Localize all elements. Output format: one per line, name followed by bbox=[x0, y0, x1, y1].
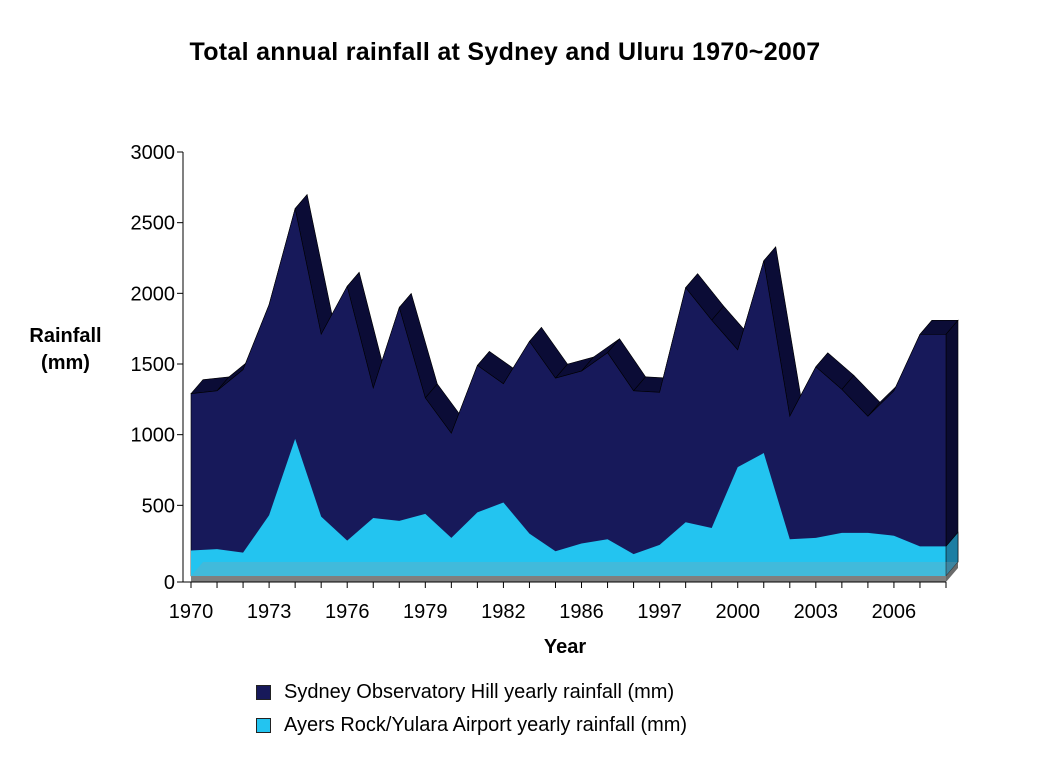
y-tick-label: 1500 bbox=[131, 354, 176, 376]
chart-title: Total annual rainfall at Sydney and Ulur… bbox=[189, 38, 821, 66]
legend: Sydney Observatory Hill yearly rainfall … bbox=[256, 676, 687, 742]
y-tick-label: 0 bbox=[164, 572, 175, 594]
x-tick-label: 1976 bbox=[325, 601, 370, 623]
y-tick-label: 2000 bbox=[131, 283, 176, 305]
x-axis-title: Year bbox=[543, 636, 587, 658]
chart-floor-side bbox=[946, 562, 958, 582]
legend-item-sydney: Sydney Observatory Hill yearly rainfall … bbox=[256, 676, 687, 709]
legend-swatch-uluru bbox=[256, 718, 271, 733]
x-tick-label: 1973 bbox=[247, 601, 292, 623]
y-axis-title-line-1: Rainfall bbox=[29, 325, 102, 347]
legend-label-uluru: Ayers Rock/Yulara Airport yearly rainfal… bbox=[284, 714, 688, 736]
x-tick-label: 2003 bbox=[794, 601, 839, 623]
chart-floor-top bbox=[191, 562, 958, 576]
legend-label-sydney: Sydney Observatory Hill yearly rainfall … bbox=[284, 681, 675, 703]
x-tick-label: 1986 bbox=[559, 601, 604, 623]
x-tick-label: 2000 bbox=[715, 601, 760, 623]
y-tick-label: 500 bbox=[142, 495, 175, 517]
y-tick-label: 1000 bbox=[131, 425, 176, 447]
legend-swatch-sydney bbox=[256, 685, 271, 700]
uluru-area bbox=[191, 438, 946, 576]
x-tick-label: 2006 bbox=[872, 601, 917, 623]
chart-floor bbox=[191, 576, 946, 582]
y-axis-title-line-2: (mm) bbox=[41, 352, 90, 374]
y-axis-title: Rainfall (mm) bbox=[18, 323, 113, 377]
x-tick-label: 1979 bbox=[403, 601, 448, 623]
x-tick-label: 1997 bbox=[637, 601, 682, 623]
y-tick-label: 2500 bbox=[131, 213, 176, 235]
x-tick-label: 1982 bbox=[481, 601, 526, 623]
y-tick-label: 3000 bbox=[131, 142, 176, 164]
x-tick-label: 1970 bbox=[169, 601, 214, 623]
legend-item-uluru: Ayers Rock/Yulara Airport yearly rainfal… bbox=[256, 709, 687, 742]
